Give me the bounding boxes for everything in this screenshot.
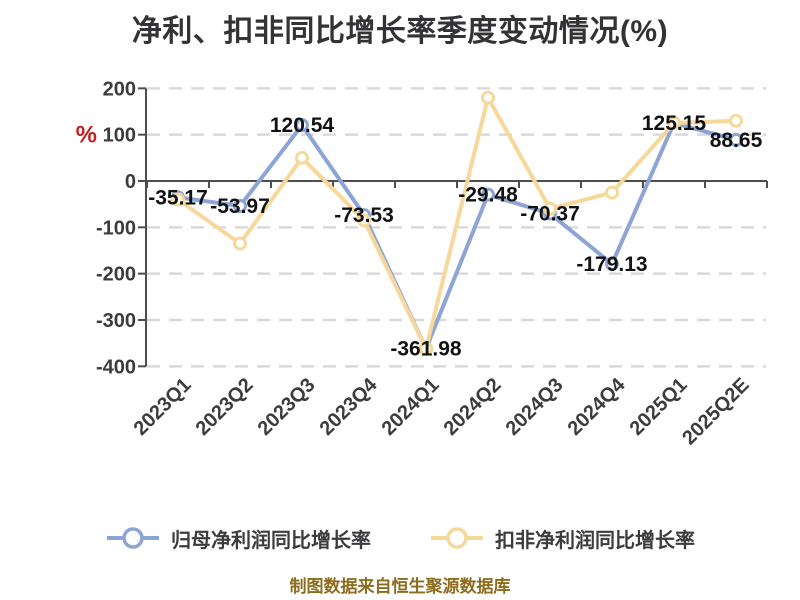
data-point [233, 199, 247, 214]
x-tick-label: 2023Q1 [130, 374, 196, 440]
data-point [171, 192, 185, 207]
data-label: -53.97 [210, 195, 270, 218]
data-point [729, 113, 743, 128]
y-axis-unit-label: % [76, 122, 97, 149]
y-tick-label: -200 [96, 264, 136, 286]
series-line-0 [176, 121, 738, 351]
y-tick-label: -400 [96, 356, 136, 378]
x-tick-label: 2023Q4 [316, 373, 383, 440]
x-tick-label: 2023Q3 [254, 374, 320, 440]
legend-line-marker-icon [431, 527, 483, 549]
series-line-1 [176, 95, 738, 351]
y-tick-label: -100 [96, 217, 136, 239]
data-label: 88.65 [710, 129, 763, 152]
x-tick-label: 2024Q3 [502, 374, 568, 440]
data-label: 120.54 [270, 114, 335, 137]
data-source-note: 制图数据来自恒生聚源数据库 [289, 577, 511, 596]
data-point [295, 118, 309, 133]
data-point [481, 90, 495, 105]
data-label: -361.98 [390, 338, 462, 361]
legend-item-label: 扣非净利润同比增长率 [495, 529, 695, 552]
data-label: 125.15 [642, 112, 707, 135]
data-point [729, 132, 743, 147]
x-tick-label: 2024Q2 [440, 374, 506, 440]
x-tick-label: 2024Q1 [378, 374, 444, 440]
y-tick-label: -300 [96, 310, 136, 332]
y-tick-label: 200 [103, 78, 136, 100]
legend-item-non-gaap-profit-growth[interactable]: 扣非净利润同比增长率 [429, 524, 695, 553]
data-point [605, 256, 619, 271]
data-label: -179.13 [576, 253, 647, 276]
data-label: -70.37 [520, 203, 580, 226]
legend-line-marker-icon [107, 527, 159, 549]
chart-title: 净利、扣非同比增长率季度变动情况(%) [131, 15, 669, 48]
data-label: -35.17 [148, 186, 208, 209]
y-tick-label: 100 [103, 125, 136, 147]
data-point [233, 236, 247, 251]
data-label: -29.48 [458, 184, 518, 207]
legend-item-label: 归母净利润同比增长率 [171, 529, 371, 552]
y-tick-label: 0 [125, 171, 136, 193]
data-point [357, 213, 371, 228]
x-tick-label: 2025Q2E [678, 374, 753, 449]
data-point [667, 116, 681, 131]
data-point [419, 341, 433, 356]
data-point [543, 201, 557, 216]
data-point [295, 150, 309, 165]
x-tick-label: 2024Q4 [564, 373, 631, 440]
legend-item-net-profit-growth[interactable]: 归母净利润同比增长率 [105, 524, 371, 553]
data-point [605, 185, 619, 200]
data-label: -73.53 [334, 204, 394, 227]
legend: 归母净利润同比增长率 扣非净利润同比增长率 [0, 518, 800, 558]
data-point [481, 187, 495, 202]
x-tick-label: 2023Q2 [192, 374, 258, 440]
